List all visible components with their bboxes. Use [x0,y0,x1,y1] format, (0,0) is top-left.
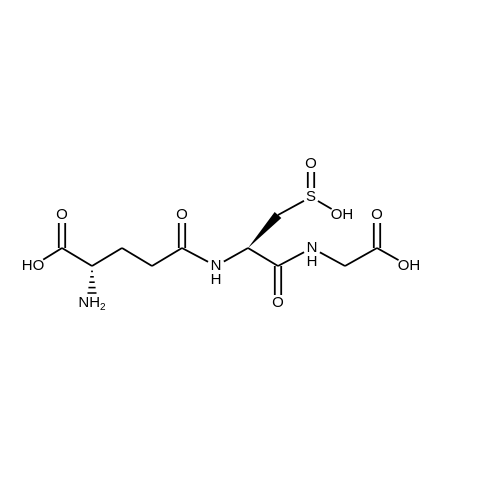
atom-h-label: H [211,271,222,288]
bond [318,201,332,209]
bond [278,201,304,215]
bond [182,248,208,262]
atom-label: O [371,206,383,223]
bond [152,248,182,266]
bond [248,248,278,266]
atom-label: OH [331,206,354,223]
bond [345,248,377,266]
bond [224,248,248,262]
bond [62,248,92,266]
atom-label: NH2 [78,294,106,313]
atom-label: O [305,155,317,172]
atom-label: O [56,206,68,223]
atom-label: S [306,188,316,205]
atom-label: O [272,294,284,311]
bond [320,252,345,266]
molecule-diagram: HOONH2ONHOSOOHNHOOH [0,0,500,500]
atom-label: O [176,206,188,223]
bond-hash [88,271,97,293]
atom-label: HO [22,257,45,274]
atom-label: OH [398,257,421,274]
bond [278,252,304,266]
atom-h-label: H [307,253,318,270]
bond [92,248,122,266]
bond [122,248,152,266]
bond-wedge [248,212,281,248]
bond [43,248,62,260]
bond [377,248,399,260]
